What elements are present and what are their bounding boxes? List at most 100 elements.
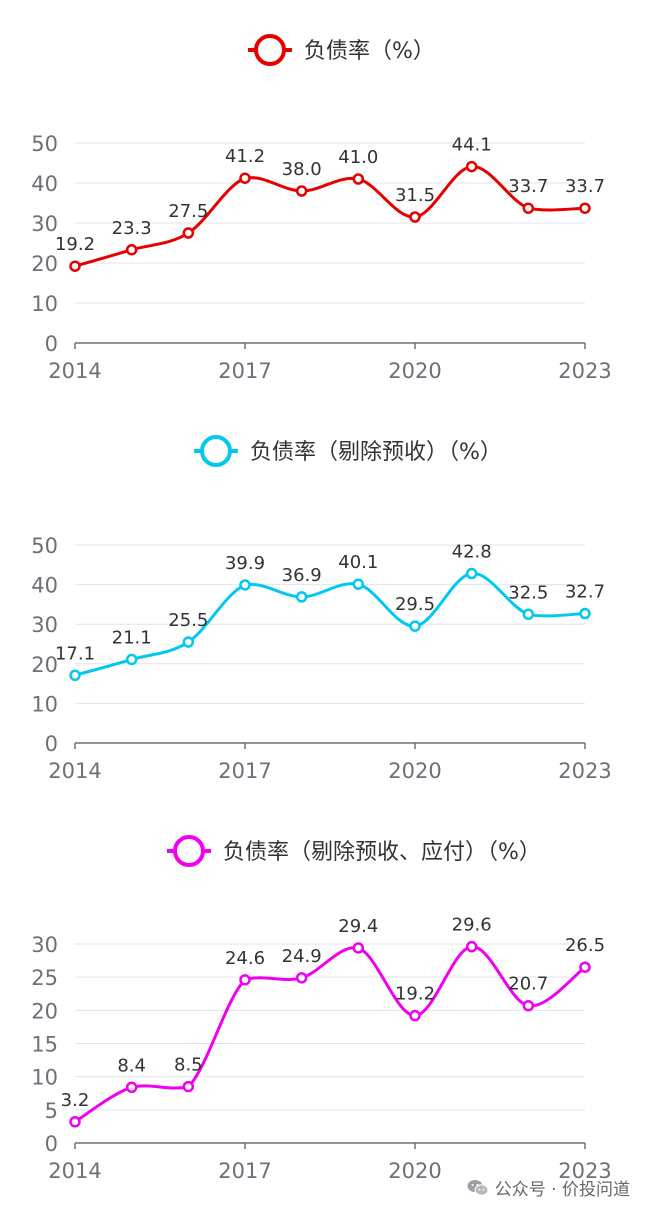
watermark-text: 公众号 · 价投问道 [494, 1180, 630, 1200]
data-label: 24.6 [225, 948, 265, 969]
data-point[interactable] [409, 211, 421, 223]
x-tick-label: 2014 [48, 1159, 101, 1183]
data-label: 17.1 [55, 643, 95, 664]
data-label: 33.7 [508, 176, 548, 197]
y-tick-label: 10 [31, 692, 58, 716]
chart-1: 负债率（%） 0 10 20 30 40 50 2014 2017 2020 2023 19.2 23.… [31, 34, 612, 383]
y-tick-label: 30 [31, 933, 58, 957]
data-point[interactable] [295, 972, 308, 984]
data-point[interactable] [239, 579, 251, 591]
y-tick-label: 20 [31, 252, 58, 276]
data-label: 8.5 [174, 1055, 203, 1076]
x-tick-label: 2014 [48, 359, 101, 383]
data-point[interactable] [522, 608, 535, 621]
data-label: 24.9 [282, 946, 322, 967]
data-point[interactable] [409, 1009, 421, 1022]
y-tick-label: 0 [45, 732, 58, 756]
legend-marker-icon [200, 435, 232, 467]
wechat-icon [467, 1179, 489, 1196]
data-point[interactable] [125, 1081, 138, 1094]
data-point[interactable] [352, 173, 365, 185]
data-point[interactable] [352, 942, 365, 954]
data-label: 29.6 [452, 915, 492, 936]
series-line [74, 572, 586, 677]
data-label: 19.2 [395, 984, 435, 1005]
data-label: 32.5 [508, 582, 548, 603]
data-point[interactable] [409, 620, 421, 632]
y-tick-label: 50 [31, 534, 58, 558]
legend-marker-icon [254, 34, 286, 66]
data-point[interactable] [465, 940, 478, 953]
y-tick-label: 40 [31, 172, 58, 196]
y-tick-label: 30 [31, 212, 58, 236]
data-label: 8.4 [117, 1055, 146, 1076]
data-point[interactable] [182, 227, 195, 239]
legend[interactable]: 负债率（%） [248, 34, 435, 66]
data-label: 19.2 [55, 234, 95, 255]
data-label: 42.8 [452, 542, 492, 563]
x-tick-label: 2023 [558, 1159, 611, 1183]
data-label: 38.0 [282, 159, 322, 180]
data-point[interactable] [522, 202, 535, 214]
data-label: 20.7 [508, 974, 548, 995]
y-tick-label: 5 [45, 1099, 58, 1123]
data-label: 39.9 [225, 553, 265, 574]
data-point[interactable] [295, 185, 308, 197]
legend-label: 负债率（剔除预收、应付）（%） [223, 840, 541, 865]
y-tick-label: 20 [31, 653, 58, 677]
data-point[interactable] [239, 974, 251, 986]
y-tick-label: 40 [31, 574, 58, 598]
x-tick-label: 2023 [558, 759, 611, 783]
data-point[interactable] [182, 1080, 195, 1093]
legend[interactable]: 负债率（剔除预收）（%） [194, 435, 502, 467]
data-point[interactable] [295, 591, 308, 603]
data-label: 21.1 [112, 627, 152, 648]
x-tick-label: 2014 [48, 759, 101, 783]
data-label: 40.1 [338, 552, 378, 573]
data-point[interactable] [239, 172, 251, 184]
x-tick-label: 2017 [218, 1159, 271, 1183]
data-label: 44.1 [452, 135, 492, 156]
data-point[interactable] [69, 669, 81, 682]
data-label: 25.5 [168, 610, 208, 631]
data-point[interactable] [522, 999, 535, 1012]
data-label: 23.3 [112, 218, 152, 239]
data-point[interactable] [182, 636, 195, 648]
data-label: 27.5 [168, 201, 208, 222]
data-label: 26.5 [565, 935, 605, 956]
y-tick-label: 25 [31, 966, 58, 990]
data-point[interactable] [465, 160, 478, 173]
data-label: 3.2 [61, 1090, 90, 1111]
data-point[interactable] [465, 567, 478, 580]
data-point[interactable] [125, 244, 138, 256]
data-label: 41.0 [338, 147, 378, 168]
data-label: 41.2 [225, 146, 265, 167]
x-tick-label: 2017 [218, 359, 271, 383]
data-point[interactable] [69, 1116, 81, 1128]
y-tick-label: 20 [31, 999, 58, 1023]
legend-label: 负债率（%） [304, 39, 435, 64]
data-point[interactable] [579, 961, 591, 973]
y-tick-label: 10 [31, 1066, 58, 1090]
watermark: 公众号 · 价投问道 [467, 1175, 630, 1200]
x-tick-label: 2020 [388, 359, 441, 383]
x-tick-label: 2020 [388, 1159, 441, 1183]
data-point[interactable] [69, 260, 81, 272]
series-line [74, 165, 586, 268]
data-point[interactable] [125, 653, 138, 666]
data-point[interactable] [352, 578, 365, 590]
legend-marker-icon [173, 835, 205, 867]
legend[interactable]: 负债率（剔除预收、应付）（%） [167, 835, 541, 867]
series-line [74, 945, 586, 1124]
y-tick-label: 10 [31, 292, 58, 316]
data-label: 31.5 [395, 185, 435, 206]
data-point[interactable] [579, 202, 591, 214]
data-point[interactable] [579, 607, 591, 620]
data-label: 29.4 [338, 916, 378, 937]
data-label: 32.7 [565, 582, 605, 603]
data-label: 36.9 [282, 565, 322, 586]
legend-label: 负债率（剔除预收）（%） [250, 440, 502, 465]
y-tick-label: 0 [45, 332, 58, 356]
x-tick-label: 2020 [388, 759, 441, 783]
